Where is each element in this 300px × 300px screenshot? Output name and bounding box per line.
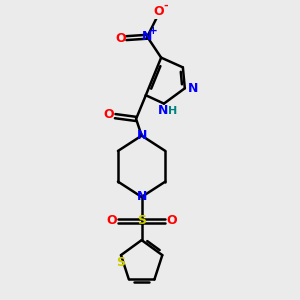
Text: O: O (104, 108, 114, 121)
Text: N: N (136, 129, 147, 142)
Text: S: S (116, 256, 125, 268)
Text: N: N (142, 30, 152, 43)
Text: S: S (137, 214, 146, 227)
Text: H: H (168, 106, 178, 116)
Text: O: O (115, 32, 125, 45)
Text: N: N (158, 104, 169, 117)
Text: N: N (188, 82, 198, 95)
Text: O: O (153, 4, 164, 18)
Text: O: O (106, 214, 117, 227)
Text: -: - (163, 1, 168, 10)
Text: O: O (166, 214, 177, 227)
Text: +: + (149, 26, 158, 36)
Text: N: N (136, 190, 147, 203)
